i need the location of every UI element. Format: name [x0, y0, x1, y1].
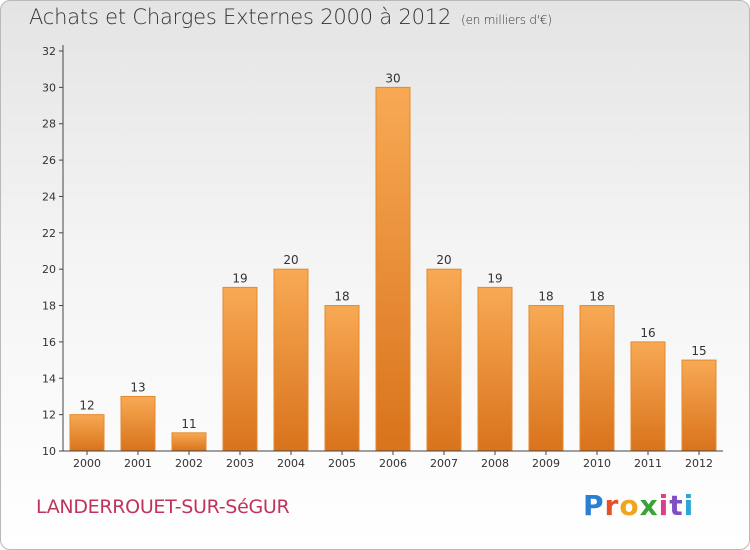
axes-layer: 2000 2001 2002 2003 2004 2005 2006 2007 2008 2009…: [42, 45, 723, 470]
logo-letter: i: [658, 489, 670, 522]
y-tick-label: 14: [42, 372, 56, 385]
bar-value-label: 12: [79, 399, 94, 413]
bar-value-label: 30: [385, 71, 400, 85]
bar-value-label: 20: [436, 253, 451, 267]
bars-layer: 12 13 11 19 20 18 30 20 19 18 18 16 15: [69, 71, 717, 452]
chart-unit: (en milliers d'€): [461, 13, 552, 27]
logo-letter: i: [683, 489, 695, 522]
x-tick-label: 2010: [583, 457, 611, 470]
bar-2004: [273, 268, 309, 452]
bar-value-label: 19: [232, 271, 247, 285]
y-tick-label: 22: [42, 227, 56, 240]
x-tick-label: 2006: [379, 457, 407, 470]
bar-2009: [528, 305, 564, 452]
x-tick-label: 2001: [124, 457, 152, 470]
y-tick-label: 24: [42, 190, 56, 203]
logo-letter: r: [604, 489, 620, 522]
bar-2010: [579, 305, 615, 452]
x-tick-label: 2012: [685, 457, 713, 470]
bar-2002: [171, 432, 207, 452]
proxiti-logo: Proxiti: [583, 489, 694, 522]
logo-letter: x: [639, 489, 659, 522]
y-tick-label: 30: [42, 81, 56, 94]
x-tick-label: 2009: [532, 457, 560, 470]
x-tick-label: 2011: [634, 457, 662, 470]
bar-2006: [375, 86, 411, 452]
bar-2012: [681, 359, 717, 452]
bar-2005: [324, 305, 360, 452]
y-tick-label: 12: [42, 409, 56, 422]
bar-2001: [120, 395, 156, 452]
logo-letter: t: [669, 489, 684, 522]
x-tick-label: 2004: [277, 457, 305, 470]
bar-value-label: 19: [487, 271, 502, 285]
y-tick-label: 18: [42, 300, 56, 313]
y-tick-label: 20: [42, 263, 56, 276]
chart-title: Achats et Charges Externes 2000 à 2012 (e…: [29, 5, 552, 29]
bar-2011: [630, 341, 666, 452]
x-tick-label: 2007: [430, 457, 458, 470]
x-tick-label: 2003: [226, 457, 254, 470]
bar-value-label: 20: [283, 253, 298, 267]
bar-value-label: 11: [181, 417, 196, 431]
y-tick-label: 28: [42, 118, 56, 131]
bar-value-label: 18: [589, 290, 604, 304]
bar-2003: [222, 286, 258, 452]
x-tick-label: 2002: [175, 457, 203, 470]
bar-value-label: 13: [130, 380, 145, 394]
x-tick-label: 2005: [328, 457, 356, 470]
y-tick-label: 32: [42, 45, 56, 58]
bar-2008: [477, 286, 513, 452]
chart-title-text: Achats et Charges Externes 2000 à 2012: [29, 5, 452, 29]
bar-value-label: 15: [691, 344, 706, 358]
bar-2000: [69, 414, 105, 452]
logo-letter: P: [583, 489, 605, 522]
y-tick-label: 10: [42, 445, 56, 458]
bar-value-label: 18: [334, 290, 349, 304]
y-tick-label: 16: [42, 336, 56, 349]
bar-2007: [426, 268, 462, 452]
x-tick-label: 2008: [481, 457, 509, 470]
x-tick-label: 2000: [73, 457, 101, 470]
bar-value-label: 16: [640, 326, 655, 340]
commune-name: LANDERROUET-SUR-SéGUR: [36, 496, 290, 518]
y-tick-label: 26: [42, 154, 56, 167]
logo-letter: o: [619, 489, 640, 522]
bar-value-label: 18: [538, 290, 553, 304]
